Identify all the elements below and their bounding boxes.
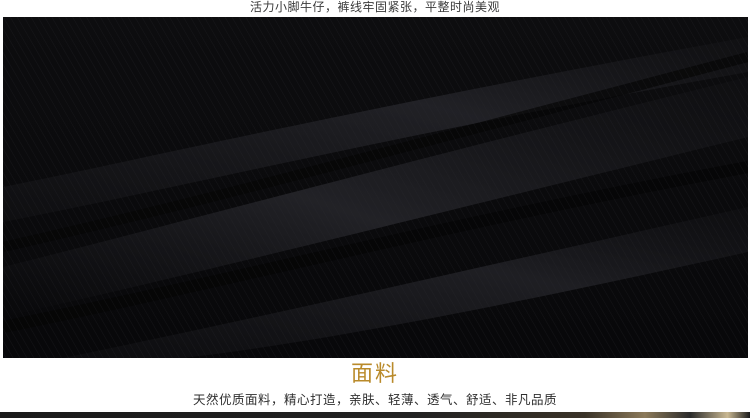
fabric-description: 天然优质面料，精心打造，亲肤、轻薄、透气、舒适、非凡品质 bbox=[192, 392, 557, 407]
section-title: 面料 bbox=[350, 362, 399, 387]
top-caption: 活力小脚牛仔，裤线牢固紧张，平整时尚美观 bbox=[249, 0, 500, 14]
next-section-edge bbox=[0, 412, 750, 418]
fabric-closeup-photo bbox=[3, 17, 748, 358]
